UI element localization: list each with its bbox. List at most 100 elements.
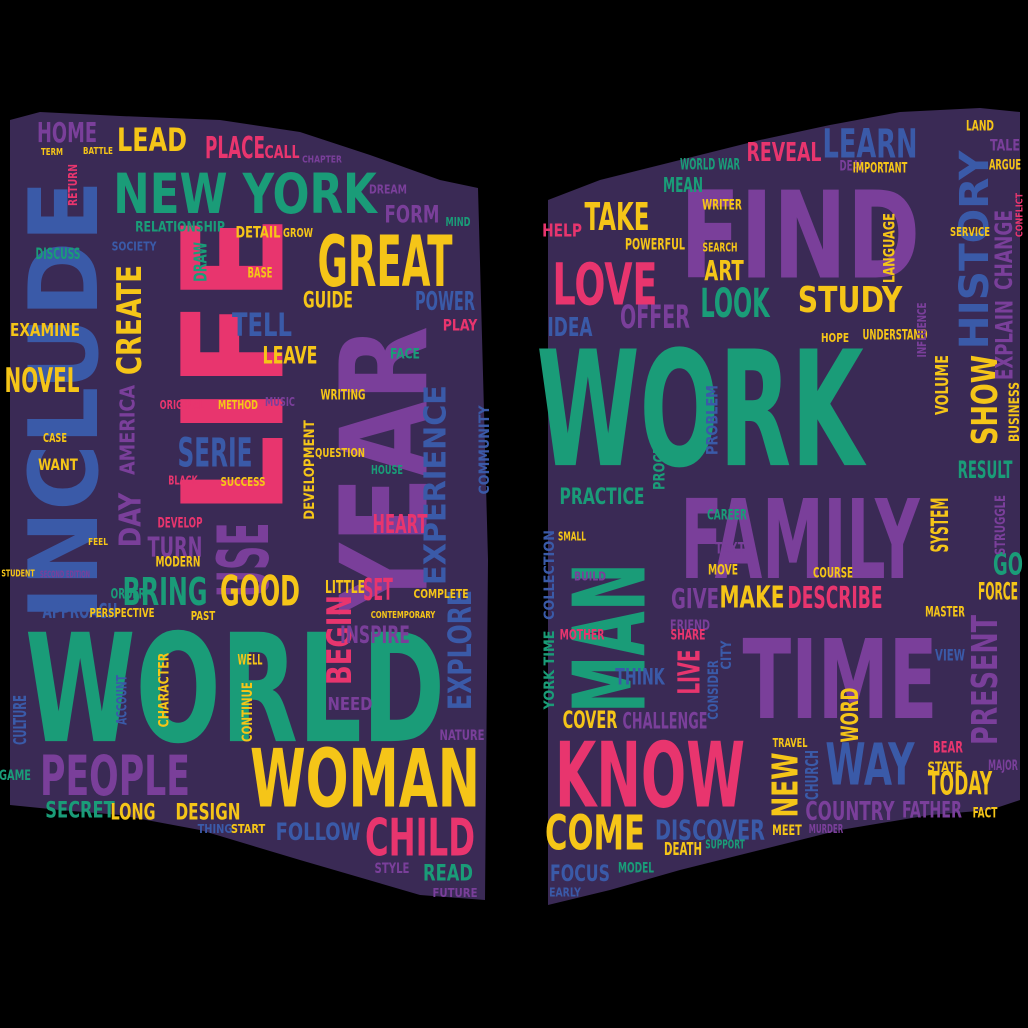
right-word-give: GIVE [671,581,719,614]
left-word-call: CALL [265,141,300,162]
left-word-create: CREATE [111,265,150,375]
left-word-nature: NATURE [440,727,485,744]
right-word-study: STUDY [798,279,903,321]
right-word-course: COURSE [813,565,853,581]
left-word-dream: DREAM [369,183,407,197]
right-word-art: ART [704,253,743,286]
right-word-york-time: YORK TIME [542,631,558,711]
right-word-share: SHARE [671,627,706,643]
right-word-help: HELP [542,219,582,241]
left-word-read: READ [423,860,473,886]
left-word-question: QUESTION [315,446,365,460]
right-word-mother: MOTHER [560,627,605,643]
right-word-force: FORCE [978,578,1018,606]
left-word-home: HOME [37,115,97,148]
right-word-hope: HOPE [821,331,849,345]
left-word-grow: GROW [283,226,313,240]
left-word-america: AMERICA [116,385,139,475]
left-word-form: FORM [385,201,440,229]
left-word-guide: GUIDE [303,287,353,313]
right-word-build: BUILD [574,570,606,584]
left-word-music: MUSIC [265,395,295,410]
right-word-discover: DISCOVER [655,814,765,847]
right-word-murder: MURDER [809,824,843,837]
left-word-detail: DETAIL [236,224,281,242]
right-word-show: SHOW [964,355,1006,445]
left-word-modern: MODERN [156,554,201,570]
right-word-collection: COLLECTION [542,530,558,620]
right-word-career: CAREER [707,507,747,523]
right-word-describe: DESCRIBE [787,581,882,616]
left-word-relationship: RELATIONSHIP [135,220,225,236]
left-word-place: PLACE [205,131,265,166]
left-word-battle: BATTLE [83,146,113,157]
right-word-result: RESULT [958,456,1013,484]
left-word-character: CHARACTER [157,653,173,728]
left-word-begin: BEGIN [321,595,360,685]
right-word-challenge: CHALLENGE [623,710,708,735]
left-word-discuss: DISCUSS [36,246,81,264]
left-word-black: BLACK [168,474,198,488]
left-word-original: ORIGINAL [160,398,205,413]
left-word-turn: TURN [148,531,203,563]
right-word-search: SEARCH [703,241,738,255]
right-word-writer: WRITER [702,197,742,213]
right-word-come: COME [545,805,645,862]
right-word-today: TODAY [928,767,993,803]
left-word-leave: LEAVE [263,341,318,370]
left-word-writing: WRITING [321,387,366,403]
left-word-complete: COMPLETE [414,587,469,601]
left-word-return: RETURN [66,164,80,206]
left-word-base: BASE [248,265,273,281]
left-word-case: CASE [43,431,67,446]
right-word-world-war: WORLD WAR [680,156,740,174]
right-word-deal: DEAL [840,158,865,174]
left-word-feel: FEEL [88,538,108,549]
left-word-want: WANT [38,456,78,475]
left-word-follow: FOLLOW [276,819,361,846]
left-word-perspective: PERSPECTIVE [90,606,155,620]
left-word-examine: EXAMINE [10,320,80,341]
left-word-experience: EXPERIENCE [419,385,454,585]
right-word-conflict: CONFLICT [1014,193,1026,237]
right-word-argue: ARGUE [989,157,1021,174]
right-word-friend: FRIEND [670,617,710,634]
left-word-community: COMMUNITY [477,405,493,495]
right-word-history: HISTORY [952,149,999,349]
left-word-little: LITTLE [325,576,365,597]
left-word-term: TERM [41,147,63,158]
left-word-method: METHOD [218,398,258,413]
left-word-contemporary: CONTEMPORARY [371,610,436,621]
right-word-father: FATHER [902,797,962,823]
right-word-language: LANGUAGE [881,213,899,283]
right-word-struggle: STRUGGLE [992,495,1009,555]
right-word-meet: MEET [772,822,802,839]
right-word-make: MAKE [720,580,785,615]
left-word-year: YEAR [315,326,455,615]
right-word-practice: PRACTICE [560,484,645,510]
right-word-fact: FACT [973,805,998,821]
right-word-offer: OFFER [620,300,690,337]
right-word-important: IMPORTANT [853,160,908,177]
right-word-think: THINK [615,664,665,690]
left-word-secret: SECRET [45,797,115,823]
right-word-problem: PROBLEM [703,385,722,455]
right-word-love: LOVE [553,251,658,318]
left-word-life: LIFE [154,215,317,515]
left-word-approach: APPROACH [43,600,118,623]
right-word-mean: MEAN [663,174,703,197]
right-word-look: LOOK [700,280,771,327]
left-word-start: START [231,822,265,837]
left-word-heart: HEART [373,510,428,540]
right-word-find: FIND [680,166,920,306]
left-word-style: STYLE [375,860,410,877]
right-word-view: VIEW [935,647,965,665]
left-word-new-york: NEW YORK [113,163,378,227]
right-word-consider: CONSIDER [706,660,722,720]
left-word-success: SUCCESS [221,475,266,489]
right-word-explain: EXPLAIN [991,300,1019,380]
left-word-tell: TELL [232,306,292,344]
left-word-child: CHILD [365,808,475,869]
left-word-explore: EXPLORE [441,590,478,710]
